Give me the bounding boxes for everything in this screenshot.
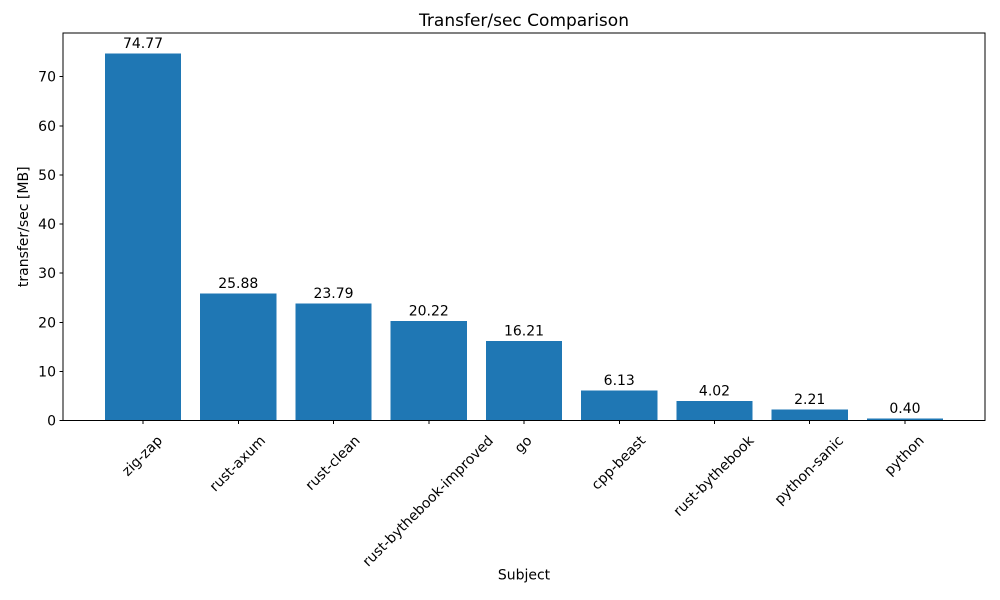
x-tick-label-rust-bythebook: rust-bythebook [671, 432, 758, 519]
y-tick-label: 70 [38, 70, 56, 86]
bar-value-label: 0.40 [889, 401, 920, 417]
bar-zig-zap [104, 53, 182, 421]
y-tick-label: 40 [38, 217, 56, 233]
y-tick-label: 30 [38, 266, 56, 282]
bars-group [104, 53, 944, 421]
bar-python [866, 418, 944, 421]
y-tick-label: 0 [47, 414, 56, 430]
x-tick-label-rust-clean: rust-clean [303, 433, 364, 494]
bar-python-sanic [771, 409, 848, 421]
x-tick-label-zig-zap: zig-zap [119, 433, 166, 480]
bar-rust-axum [200, 293, 277, 421]
y-tick-label: 10 [38, 364, 56, 380]
bar-value-label: 4.02 [699, 383, 730, 399]
x-axis: zig-zap rust-axum rust-cleanrust-bythebook… [119, 420, 928, 570]
bar-value-label: 25.88 [218, 276, 258, 292]
bar-rust-bythebook [676, 400, 753, 421]
bar-value-label: 20.22 [409, 304, 449, 320]
y-axis: 0 10 20 30 40 50 60 70 [38, 70, 63, 430]
bar-value-label: 6.13 [604, 373, 635, 389]
x-tick-label-rust-bythebook-improved: rust-bythebook-improved [360, 433, 497, 570]
y-tick-label: 60 [38, 119, 56, 135]
bar-rust-clean [295, 303, 372, 421]
y-tick-label: 20 [38, 315, 56, 331]
y-axis-label: transfer/sec [MB] [16, 166, 32, 287]
chart-title: Transfer/sec Comparison [418, 11, 629, 31]
value-labels-group: 74.77 25.88 23.79 20.22 16.21 6.13 4.02 2.21 0.4… [123, 36, 921, 417]
bar-value-label: 2.21 [794, 392, 825, 408]
y-tick-label: 50 [38, 168, 56, 184]
bar-rust-bythebook-improved [390, 321, 467, 421]
bar-go [485, 340, 563, 421]
x-tick-label-go: go [512, 433, 536, 457]
bar-value-label: 74.77 [123, 36, 163, 52]
bar-value-label: 16.21 [504, 323, 544, 339]
x-tick-label-cpp-beast: cpp-beast [589, 433, 650, 494]
bar-value-label: 23.79 [313, 286, 353, 302]
bar-cpp-beast [581, 390, 658, 421]
x-tick-label-python: python [882, 433, 928, 479]
x-axis-label: Subject [498, 568, 551, 584]
x-tick-label-rust-axum: rust-axum [207, 433, 269, 495]
x-tick-label-python-sanic: python-sanic [772, 433, 847, 508]
